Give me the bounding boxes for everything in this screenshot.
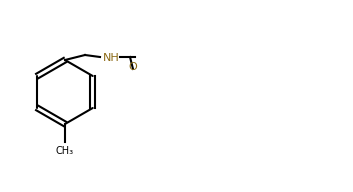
Text: CH₃: CH₃ <box>56 146 74 156</box>
Text: O: O <box>128 62 137 72</box>
Text: NH: NH <box>103 53 120 63</box>
